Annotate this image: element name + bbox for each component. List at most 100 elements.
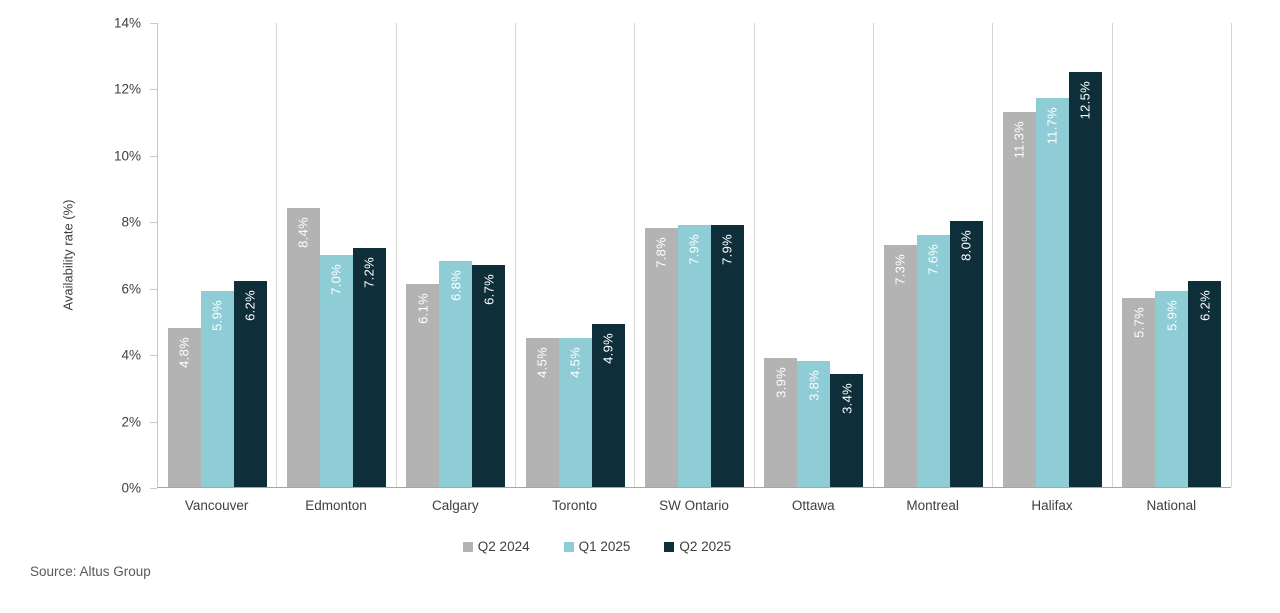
category-group-national: 5.7% 5.9% 6.2% [1113,23,1232,487]
y-tick-mark [150,89,157,91]
category-group-sw-ontario: 7.8% 7.9% 7.9% [635,23,755,487]
bar-q2-2024-sw-ontario: 7.8% [644,227,678,487]
bar-q1-2025-ottawa: 3.8% [797,360,831,487]
bar-q1-2025-sw-ontario: 7.9% [677,224,711,487]
legend-swatch-icon [664,541,675,552]
bar-value-label-q2-2024-calgary: 6.1% [415,293,431,325]
bar-value-label-q1-2025-edmonton: 7.0% [328,263,344,295]
bar-q2-2025-sw-ontario: 7.9% [710,224,744,487]
category-group-vancouver: 4.8% 5.9% 6.2% [158,23,278,487]
bar-q2-2025-calgary: 6.7% [472,264,506,487]
y-tick-mark [150,23,157,24]
bar-value-label-q2-2025-montreal: 8.0% [958,230,974,262]
bar-value-label-q2-2024-edmonton: 8.4% [295,217,311,248]
bar-value-label-q2-2024-sw-ontario: 7.8% [653,236,669,268]
bar-value-label-q2-2024-toronto: 4.5% [534,346,550,378]
y-tick-label-4pct: 4% [121,347,141,363]
bar-value-label-q1-2025-calgary: 6.8% [448,270,464,301]
x-axis-label-calgary: Calgary [432,498,479,513]
y-tick-mark [150,222,157,224]
bar-value-label-q2-2024-halifax: 11.3% [1011,120,1027,159]
x-axis-label-sw-ontario: SW Ontario [659,498,729,513]
bar-q1-2025-toronto: 4.5% [558,337,592,487]
legend-item-q2-2024: Q2 2024 [462,539,530,554]
x-axis-label-edmonton: Edmonton [305,498,367,513]
category-group-halifax: 11.3% 11.7% 12.5% [993,23,1113,487]
bar-q2-2025-toronto: 4.9% [591,324,625,487]
bar-value-label-q2-2024-montreal: 7.3% [892,253,908,285]
bar-q2-2025-national: 6.2% [1188,281,1222,487]
bar-value-label-q2-2025-calgary: 6.7% [481,273,497,305]
bar-q2-2025-vancouver: 6.2% [233,281,267,487]
bar-q2-2024-national: 5.7% [1122,297,1156,487]
x-axis-label-halifax: Halifax [1031,498,1073,513]
bar-q2-2024-toronto: 4.5% [525,337,559,487]
y-tick-label-8pct: 8% [121,214,141,230]
bar-value-label-q2-2025-ottawa: 3.4% [839,383,855,414]
y-tick-mark [150,155,157,157]
legend-swatch-icon [462,541,473,552]
y-tick-label-2pct: 2% [121,414,141,430]
legend-label-q2-2024: Q2 2024 [477,539,530,554]
bar-q2-2025-edmonton: 7.2% [352,247,386,487]
y-tick-label-6pct: 6% [121,281,141,297]
legend: Q2 2024 Q1 2025 Q2 2025 [0,539,1194,554]
source-note: Source: Altus Group [30,564,151,579]
bar-value-label-q2-2025-national: 6.2% [1197,290,1213,321]
y-tick-mark [150,288,157,290]
bar-value-label-q1-2025-ottawa: 3.8% [806,369,822,401]
bar-q2-2025-halifax: 12.5% [1068,71,1102,487]
y-tick-label-10pct: 10% [113,148,141,164]
legend-item-q2-2025: Q2 2025 [664,539,731,554]
bar-value-label-q1-2025-toronto: 4.5% [567,346,583,378]
legend-item-q1-2025: Q1 2025 [563,539,631,554]
bar-q1-2025-halifax: 11.7% [1035,98,1069,487]
bar-value-label-q2-2025-toronto: 4.9% [600,333,616,365]
legend-swatch-icon [563,541,574,552]
bar-value-label-q1-2025-montreal: 7.6% [925,243,941,275]
x-axis-label-ottawa: Ottawa [791,498,835,513]
category-group-toronto: 4.5% 4.5% 4.9% [516,23,636,487]
bar-value-label-q2-2024-vancouver: 4.8% [176,336,192,368]
bar-q2-2025-montreal: 8.0% [949,221,983,487]
y-tick-label-0pct: 0% [121,480,141,496]
category-group-montreal: 7.3% 7.6% 8.0% [874,23,994,487]
category-group-calgary: 6.1% 6.8% 6.7% [397,23,516,487]
x-axis-label-vancouver: Vancouver [184,498,249,513]
bar-value-label-q2-2024-national: 5.7% [1131,306,1147,338]
bar-value-label-q2-2025-vancouver: 6.2% [242,290,258,321]
bar-value-label-q1-2025-sw-ontario: 7.9% [686,233,702,265]
bar-q2-2024-calgary: 6.1% [406,284,440,487]
bar-q2-2025-ottawa: 3.4% [830,374,864,487]
x-axis-label-national: National [1146,498,1197,513]
bar-q1-2025-vancouver: 5.9% [200,291,234,487]
x-axis-label-toronto: Toronto [552,498,598,513]
legend-label-q2-2025: Q2 2025 [679,539,732,554]
bar-q2-2024-vancouver: 4.8% [167,327,201,487]
bar-value-label-q1-2025-national: 5.9% [1164,300,1180,331]
category-group-ottawa: 3.9% 3.8% 3.4% [755,23,874,487]
bar-q1-2025-edmonton: 7.0% [319,254,353,487]
bar-value-label-q2-2025-sw-ontario: 7.9% [719,233,735,265]
bar-value-label-q2-2024-ottawa: 3.9% [773,366,789,398]
y-tick-label-12pct: 12% [113,81,141,97]
bar-q1-2025-calgary: 6.8% [439,261,473,487]
plot-area: 4.8% 5.9% 6.2% 8.4% 7.0% 7.2% 6.1% 6.8% 6.7% 4.5%… [157,23,1232,488]
x-axis-label-montreal: Montreal [906,498,959,513]
y-tick-mark [150,421,157,423]
bar-q2-2024-montreal: 7.3% [883,244,917,487]
bar-q2-2024-halifax: 11.3% [1002,111,1036,487]
bar-q1-2025-national: 5.9% [1155,291,1189,487]
bar-value-label-q2-2025-edmonton: 7.2% [361,256,377,288]
bar-q2-2024-edmonton: 8.4% [286,208,320,487]
y-tick-mark [150,488,157,489]
category-group-edmonton: 8.4% 7.0% 7.2% [277,23,397,487]
y-tick-mark [150,355,157,357]
bar-q2-2024-ottawa: 3.9% [764,357,798,487]
bar-q1-2025-montreal: 7.6% [916,234,950,487]
y-tick-label-14pct: 14% [113,15,141,31]
bar-value-label-q2-2025-halifax: 12.5% [1077,80,1093,120]
legend-label-q1-2025: Q1 2025 [578,539,631,554]
bar-value-label-q1-2025-halifax: 11.7% [1044,107,1060,145]
